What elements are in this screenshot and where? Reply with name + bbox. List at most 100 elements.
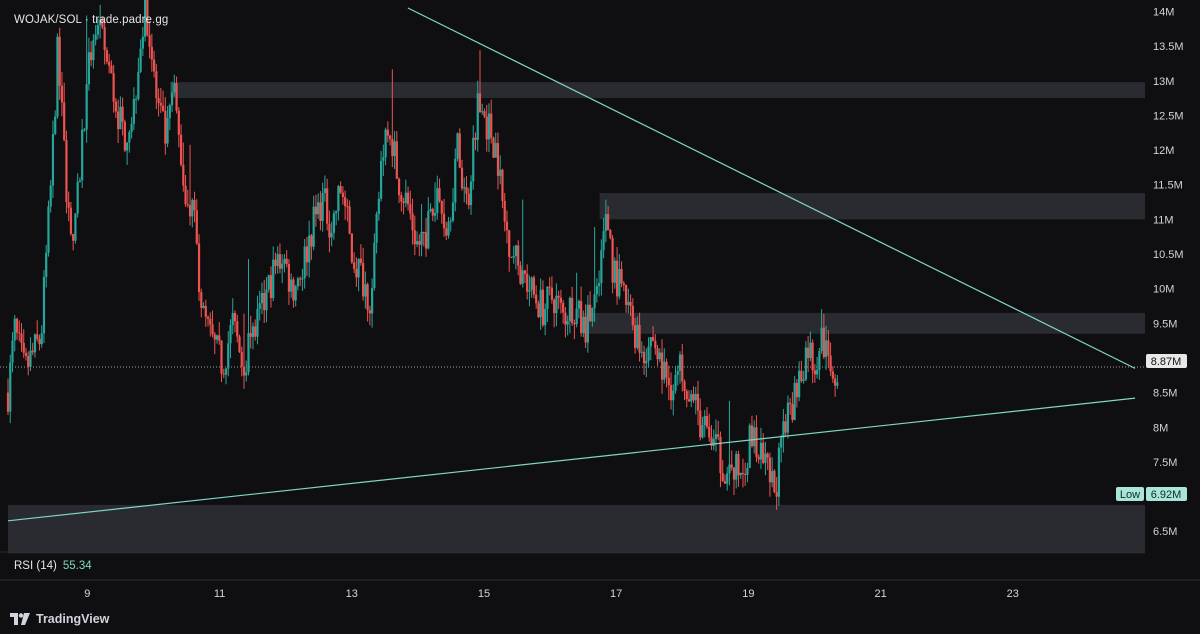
candle [69,202,73,236]
candle-body [242,366,246,376]
candle [723,474,727,484]
candle-body [130,123,133,133]
candle [258,290,261,321]
candle [150,33,153,72]
candle-body [204,305,207,317]
candle-body [346,206,349,208]
candle-body [159,103,162,106]
candle [323,175,327,202]
candle-body [604,213,607,232]
candle [829,342,832,376]
candle [209,312,212,337]
candle-body [144,0,147,37]
candle [744,462,747,486]
candle-body [827,340,830,356]
zone-0 [169,82,1145,99]
candle [478,50,482,113]
candle-body [105,50,108,62]
candle [521,199,524,288]
candle [537,300,540,318]
candle [301,268,304,292]
price-axis[interactable]: 14M13.5M13M12.5M12M11.5M11M10.5M10M9.5M9… [1153,6,1184,538]
candle-body [750,425,754,447]
candle-body [741,472,745,474]
candle [355,257,358,287]
candle [42,269,46,344]
candle [598,270,601,297]
candle-body [800,370,803,381]
candle-body [42,276,46,334]
candle [193,191,196,223]
candle-body [330,232,333,238]
candle [395,130,398,179]
candle-body [777,447,781,497]
candle [780,434,783,463]
zone-2 [583,312,1145,334]
candle-body [656,348,659,360]
candle-body [811,342,814,371]
candle-body [294,286,297,301]
candle-body [483,111,486,117]
candle-body [602,231,605,251]
candle-body [490,113,493,138]
candle-body [586,304,589,343]
y-tick-label: 10.5M [1153,249,1184,261]
candle [804,341,807,382]
candle-body [63,102,66,141]
candle-body [573,323,576,325]
candle-body [798,370,801,398]
candle [229,319,232,359]
candle [11,332,14,373]
candle-body [305,246,309,263]
candle-body [218,335,221,341]
candle-body [236,321,239,337]
candle [328,210,331,253]
candle-body [215,335,219,340]
symbol-header[interactable]: WOJAK/SOL · trade.padre.gg [14,14,168,26]
candle [669,372,673,410]
time-axis[interactable]: 9 11 13 15 17 19 21 23 [84,588,1019,600]
candle-body [29,350,32,367]
candle-body [755,427,758,457]
candle-body [598,283,601,287]
candle-body [492,137,495,158]
candle [200,288,203,318]
candle [245,360,248,382]
candle-body [128,132,131,143]
candle [112,64,115,113]
candle [485,104,488,152]
candle-body [753,427,756,447]
candle [256,295,259,345]
candle [831,366,834,384]
candle [654,334,657,355]
candle [445,221,448,240]
candle-body [197,243,201,293]
candle [40,325,43,348]
candle [220,340,223,383]
candle [726,466,729,491]
candle-body [717,434,720,437]
candle [424,217,428,257]
candle [658,348,661,363]
candle-body [353,262,356,269]
candle [663,348,666,384]
candle-body [211,324,214,335]
candle-body [678,354,682,372]
candle-body [112,73,115,102]
candle-body [245,372,248,376]
candle [96,18,100,40]
candle-body [499,169,502,176]
candle-body [335,211,338,214]
rsi-legend[interactable]: RSI (14) 55.34 [14,560,92,572]
candle [281,254,284,284]
candle-body [373,242,376,289]
candle [373,233,376,291]
candle-body [283,258,286,264]
candle-body [375,213,378,243]
low-tag-label: Low [1120,489,1140,501]
candle-body [384,129,387,158]
candle-body [780,437,783,448]
tradingview-brand[interactable]: TradingView [10,612,109,626]
candle-body [660,352,664,380]
